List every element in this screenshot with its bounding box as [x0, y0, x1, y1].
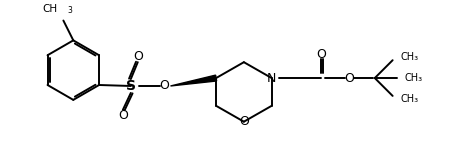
Text: O: O [344, 72, 354, 85]
Text: CH: CH [42, 4, 57, 14]
Text: CH₃: CH₃ [401, 94, 419, 104]
Polygon shape [170, 75, 217, 86]
Text: CH₃: CH₃ [401, 52, 419, 62]
Text: O: O [316, 48, 326, 61]
Text: O: O [133, 50, 143, 63]
Text: O: O [118, 109, 128, 122]
Text: O: O [239, 115, 249, 128]
Text: CH₃: CH₃ [404, 73, 423, 83]
Text: 3: 3 [67, 6, 72, 15]
Text: O: O [159, 79, 169, 92]
Text: N: N [267, 72, 276, 85]
Text: S: S [126, 79, 136, 93]
